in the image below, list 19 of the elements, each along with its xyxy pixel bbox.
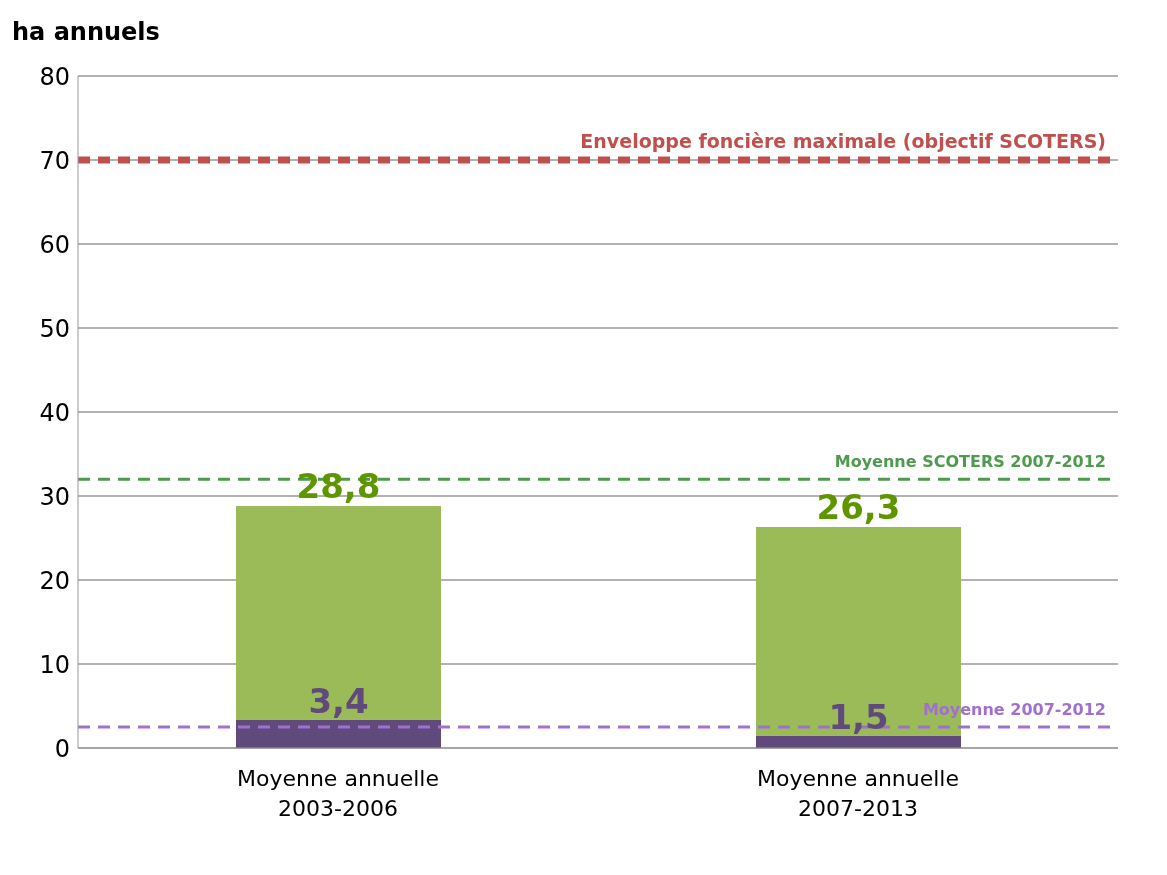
ref-line-label: Enveloppe foncière maximale (objectif SCOTERS) bbox=[580, 130, 1106, 152]
data-label: 3,4 bbox=[308, 681, 369, 722]
y-tick-label: 70 bbox=[39, 146, 70, 175]
x-tick-label: Moyenne annuelle 2003-2006 bbox=[236, 766, 440, 821]
y-tick-label: 10 bbox=[39, 650, 70, 679]
y-tick-label: 60 bbox=[39, 230, 70, 259]
y-tick-label: 0 bbox=[54, 734, 70, 763]
total-label: 26,3 bbox=[816, 487, 901, 528]
bar bbox=[756, 735, 961, 748]
y-tick-label: 20 bbox=[39, 566, 70, 595]
bar bbox=[236, 719, 441, 748]
ref-line-label: Moyenne SCOTERS 2007-2012 bbox=[834, 452, 1106, 472]
y-tick-label: 80 bbox=[39, 62, 70, 91]
y-tick-label: 50 bbox=[39, 314, 70, 343]
x-tick-label: Moyenne annuelle 2007-2013 bbox=[756, 766, 960, 821]
bar bbox=[236, 506, 441, 720]
y-tick-label: 30 bbox=[39, 482, 70, 511]
y-axis-title: ha annuels bbox=[12, 18, 160, 46]
y-tick-label: 40 bbox=[39, 398, 70, 427]
